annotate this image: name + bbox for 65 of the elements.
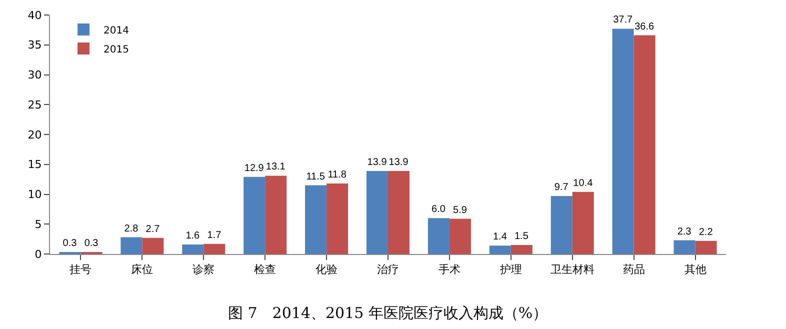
bar (612, 28, 634, 254)
legend-label: 2015 (104, 44, 129, 56)
bar (366, 170, 388, 254)
y-tick-label: 25 (28, 98, 42, 112)
data-label: 10.4 (573, 178, 594, 189)
y-tick-label: 35 (28, 38, 42, 52)
data-label: 13.9 (367, 156, 388, 168)
data-label: 9.7 (554, 182, 569, 194)
bar (265, 176, 287, 254)
y-tick-label: 10 (28, 188, 42, 202)
data-label: 0.3 (84, 238, 99, 249)
x-tick-label: 卫生材料 (550, 263, 594, 276)
bar (695, 240, 717, 254)
bar (634, 35, 656, 254)
data-label: 11.8 (328, 170, 347, 180)
data-label: 2.3 (677, 226, 692, 238)
x-tick-label: 床位 (131, 263, 154, 276)
bar (388, 170, 410, 254)
data-label: 11.5 (306, 171, 326, 182)
y-tick-label: 0 (34, 248, 42, 261)
x-tick-label: 挂号 (70, 263, 92, 276)
data-label: 1.7 (207, 230, 222, 241)
y-tick-label: 40 (28, 8, 42, 22)
data-label: 36.6 (634, 21, 655, 32)
x-tick-label: 检查 (254, 263, 276, 276)
bar (120, 237, 142, 254)
x-tick-label: 其他 (684, 263, 706, 276)
x-tick-label: 护理 (498, 263, 522, 276)
y-tick-label: 30 (28, 68, 42, 82)
data-label: 0.3 (62, 238, 78, 249)
y-tick-label: 15 (28, 158, 42, 172)
bar (449, 218, 471, 254)
bar (204, 244, 226, 254)
bar (510, 245, 532, 254)
data-label: 2.8 (124, 223, 139, 234)
data-label: 1.5 (514, 231, 529, 242)
bar (182, 244, 204, 254)
data-label: 12.9 (244, 162, 264, 174)
legend-label: 2014 (104, 25, 129, 36)
y-tick-label: 20 (28, 128, 42, 142)
bar (674, 240, 696, 254)
y-tick-label: 5 (34, 218, 42, 231)
data-label: 2.2 (698, 226, 714, 238)
bar (550, 196, 572, 254)
data-label: 37.7 (613, 14, 634, 26)
bar (428, 218, 450, 254)
x-tick-label: 药品 (622, 263, 645, 276)
bar (326, 184, 348, 254)
data-label: 13.1 (266, 162, 286, 173)
data-label: 5.9 (453, 204, 468, 216)
data-label: 1.6 (186, 230, 200, 242)
data-label: 2.7 (146, 224, 160, 235)
x-tick-label: 化验 (316, 263, 338, 276)
bar (142, 238, 164, 254)
bar (305, 185, 327, 254)
bar (489, 246, 511, 254)
x-tick-label: 手术 (438, 263, 460, 276)
data-label: 13.9 (388, 156, 409, 168)
data-label: 6.0 (432, 204, 446, 216)
x-tick-label: 诊察 (192, 263, 215, 276)
bar (572, 192, 594, 254)
bar (244, 176, 266, 254)
text: 图 7 2014、2015 年医院医疗收入构成（%） (228, 304, 548, 322)
x-tick-label: 治疗 (377, 263, 399, 276)
data-label: 1.4 (492, 232, 508, 243)
